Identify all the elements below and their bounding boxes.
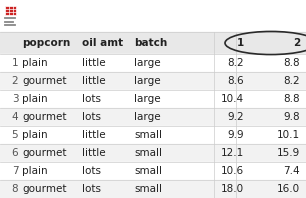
- Text: 9.2: 9.2: [227, 112, 244, 122]
- Text: lots: lots: [82, 184, 101, 194]
- Text: 10.1: 10.1: [277, 130, 300, 140]
- Text: 1: 1: [237, 38, 244, 48]
- Text: gourmet: gourmet: [22, 112, 66, 122]
- Text: 8.2: 8.2: [283, 76, 300, 86]
- Text: lots: lots: [82, 94, 101, 104]
- Text: little: little: [82, 130, 106, 140]
- Text: popcorn: popcorn: [22, 38, 70, 48]
- Text: plain: plain: [22, 130, 48, 140]
- Text: small: small: [134, 130, 162, 140]
- Text: 8.8: 8.8: [283, 94, 300, 104]
- FancyBboxPatch shape: [5, 6, 16, 15]
- Text: 7.4: 7.4: [283, 166, 300, 176]
- Text: gourmet: gourmet: [22, 184, 66, 194]
- Text: 8.8: 8.8: [283, 58, 300, 68]
- Text: 10.6: 10.6: [221, 166, 244, 176]
- Text: 2: 2: [12, 76, 18, 86]
- Text: 8.6: 8.6: [227, 76, 244, 86]
- Text: plain: plain: [22, 166, 48, 176]
- Text: large: large: [134, 94, 161, 104]
- Text: 18.0: 18.0: [221, 184, 244, 194]
- Text: 9.9: 9.9: [227, 130, 244, 140]
- Text: 3: 3: [12, 94, 18, 104]
- Text: 5: 5: [12, 130, 18, 140]
- Text: 9.8: 9.8: [283, 112, 300, 122]
- Text: gourmet: gourmet: [22, 76, 66, 86]
- Text: 1: 1: [12, 58, 18, 68]
- Text: large: large: [134, 58, 161, 68]
- Text: small: small: [134, 166, 162, 176]
- Text: little: little: [82, 76, 106, 86]
- Text: 10.4: 10.4: [221, 94, 244, 104]
- Text: large: large: [134, 76, 161, 86]
- Text: small: small: [134, 148, 162, 158]
- Text: little: little: [82, 58, 106, 68]
- Text: 4: 4: [12, 112, 18, 122]
- Text: 2: 2: [293, 38, 300, 48]
- Text: lots: lots: [82, 112, 101, 122]
- Text: 15.9: 15.9: [277, 148, 300, 158]
- Text: small: small: [134, 184, 162, 194]
- Text: 8: 8: [12, 184, 18, 194]
- Text: 16.0: 16.0: [277, 184, 300, 194]
- Text: lots: lots: [82, 166, 101, 176]
- Text: plain: plain: [22, 58, 48, 68]
- Text: large: large: [134, 112, 161, 122]
- Text: oil amt: oil amt: [82, 38, 123, 48]
- Text: gourmet: gourmet: [22, 148, 66, 158]
- Text: 6: 6: [12, 148, 18, 158]
- Text: batch: batch: [134, 38, 167, 48]
- Text: 12.1: 12.1: [221, 148, 244, 158]
- Text: 8.2: 8.2: [227, 58, 244, 68]
- Text: 7: 7: [12, 166, 18, 176]
- Text: little: little: [82, 148, 106, 158]
- Text: plain: plain: [22, 94, 48, 104]
